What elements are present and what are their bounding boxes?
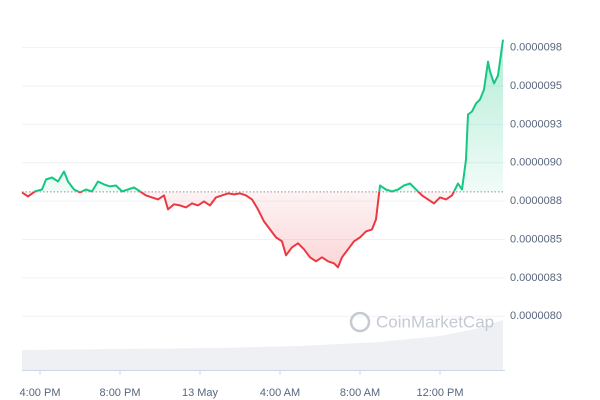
y-tick-label: 0.0000088 xyxy=(510,195,562,207)
grid xyxy=(22,47,505,317)
x-tick-label: 8:00 AM xyxy=(340,387,380,399)
y-tick-label: 0.0000093 xyxy=(510,118,562,130)
y-tick-label: 0.0000085 xyxy=(510,233,562,245)
volume-area xyxy=(22,320,503,370)
y-tick-label: 0.0000098 xyxy=(510,41,562,53)
y-tick-label: 0.0000080 xyxy=(510,310,562,322)
price-line xyxy=(21,39,504,269)
x-tick-label: 8:00 PM xyxy=(100,387,141,399)
x-tick-label: 4:00 AM xyxy=(260,387,300,399)
x-tick-label: 12:00 PM xyxy=(416,387,463,399)
area-fill xyxy=(22,39,503,268)
watermark-text: CoinMarketCap xyxy=(376,312,494,331)
watermark: CoinMarketCap xyxy=(349,311,494,333)
x-tick-label: 4:00 PM xyxy=(20,387,61,399)
y-tick-label: 0.0000083 xyxy=(510,272,562,284)
y-tick-label: 0.0000090 xyxy=(510,157,562,169)
y-tick-label: 0.0000095 xyxy=(510,80,562,92)
watermark-logo xyxy=(349,311,371,333)
x-tick-label: 13 May xyxy=(182,387,219,399)
